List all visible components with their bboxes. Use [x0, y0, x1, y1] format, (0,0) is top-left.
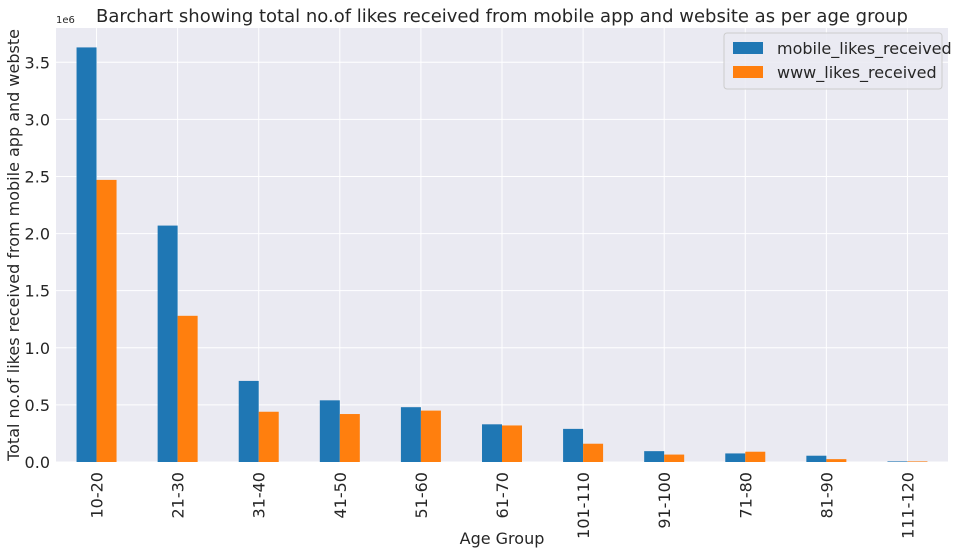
- bar-www_likes_received-41-50: [339, 414, 360, 462]
- x-tick-label: 71-80: [736, 472, 755, 519]
- x-tick-label: 21-30: [169, 472, 188, 519]
- y-tick-label: 1.5: [25, 282, 50, 301]
- y-axis-ticks: 0.0 0.5 1.0 1.5 2.0 2.5 3.0 3.5: [25, 53, 50, 472]
- y-tick-label: 0.0: [25, 453, 50, 472]
- x-tick-label: 91-100: [655, 472, 674, 529]
- legend-swatch-www: [733, 66, 763, 78]
- bar-www_likes_received-31-40: [258, 411, 279, 462]
- bar-mobile_likes_received-51-60: [400, 407, 421, 462]
- bar-mobile_likes_received-10-20: [76, 47, 97, 462]
- x-axis-label: Age Group: [460, 529, 545, 548]
- bar-www_likes_received-10-20: [96, 179, 117, 462]
- x-tick-label: 51-60: [412, 472, 431, 519]
- x-tick-label: 101-110: [574, 472, 593, 539]
- bar-mobile_likes_received-31-40: [238, 380, 259, 462]
- y-tick-label: 3.0: [25, 110, 50, 129]
- x-tick-label: 111-120: [898, 472, 917, 539]
- x-tick-label: 31-40: [250, 472, 269, 519]
- bar-www_likes_received-91-100: [664, 454, 685, 462]
- bar-www_likes_received-81-90: [826, 459, 847, 462]
- bar-mobile_likes_received-21-30: [157, 225, 178, 462]
- legend: mobile_likes_received www_likes_received: [723, 32, 952, 90]
- x-tick-label: 10-20: [88, 472, 107, 519]
- y-tick-label: 1.0: [25, 339, 50, 358]
- bar-mobile_likes_received-61-70: [482, 424, 502, 462]
- x-tick-label: 81-90: [817, 472, 836, 519]
- bar-mobile_likes_received-81-90: [806, 455, 827, 462]
- legend-label-mobile: mobile_likes_received: [777, 39, 952, 59]
- bar-mobile_likes_received-91-100: [644, 451, 665, 462]
- bar-mobile_likes_received-101-110: [563, 428, 584, 462]
- bar-mobile_likes_received-41-50: [319, 400, 340, 462]
- bar-www_likes_received-111-120: [907, 461, 928, 462]
- bar-www_likes_received-51-60: [420, 410, 441, 462]
- bar-www_likes_received-61-70: [502, 425, 522, 462]
- y-tick-label: 0.5: [25, 396, 50, 415]
- y-tick-label: 2.0: [25, 225, 50, 244]
- x-tick-label: 41-50: [331, 472, 350, 519]
- y-axis-label: Total no.of likes received from mobile a…: [4, 29, 23, 462]
- bar-mobile_likes_received-111-120: [887, 461, 908, 462]
- x-axis-ticks: 10-20 21-30 31-40 41-50 51-60 61-70 101-110 91-…: [88, 472, 918, 539]
- y-scale-note: 1e6: [56, 15, 75, 26]
- legend-label-www: www_likes_received: [777, 63, 937, 83]
- bar-mobile_likes_received-71-80: [725, 453, 746, 462]
- bars: [76, 47, 928, 462]
- chart-title: Barchart showing total no.of likes recei…: [96, 6, 908, 27]
- bar-www_likes_received-21-30: [177, 315, 198, 462]
- x-tick-label: 61-70: [493, 472, 512, 519]
- bar-www_likes_received-71-80: [745, 451, 766, 462]
- bar-www_likes_received-101-110: [583, 443, 604, 462]
- legend-box: [723, 32, 943, 90]
- y-tick-label: 2.5: [25, 167, 50, 186]
- y-tick-label: 3.5: [25, 53, 50, 72]
- legend-swatch-mobile: [733, 42, 763, 54]
